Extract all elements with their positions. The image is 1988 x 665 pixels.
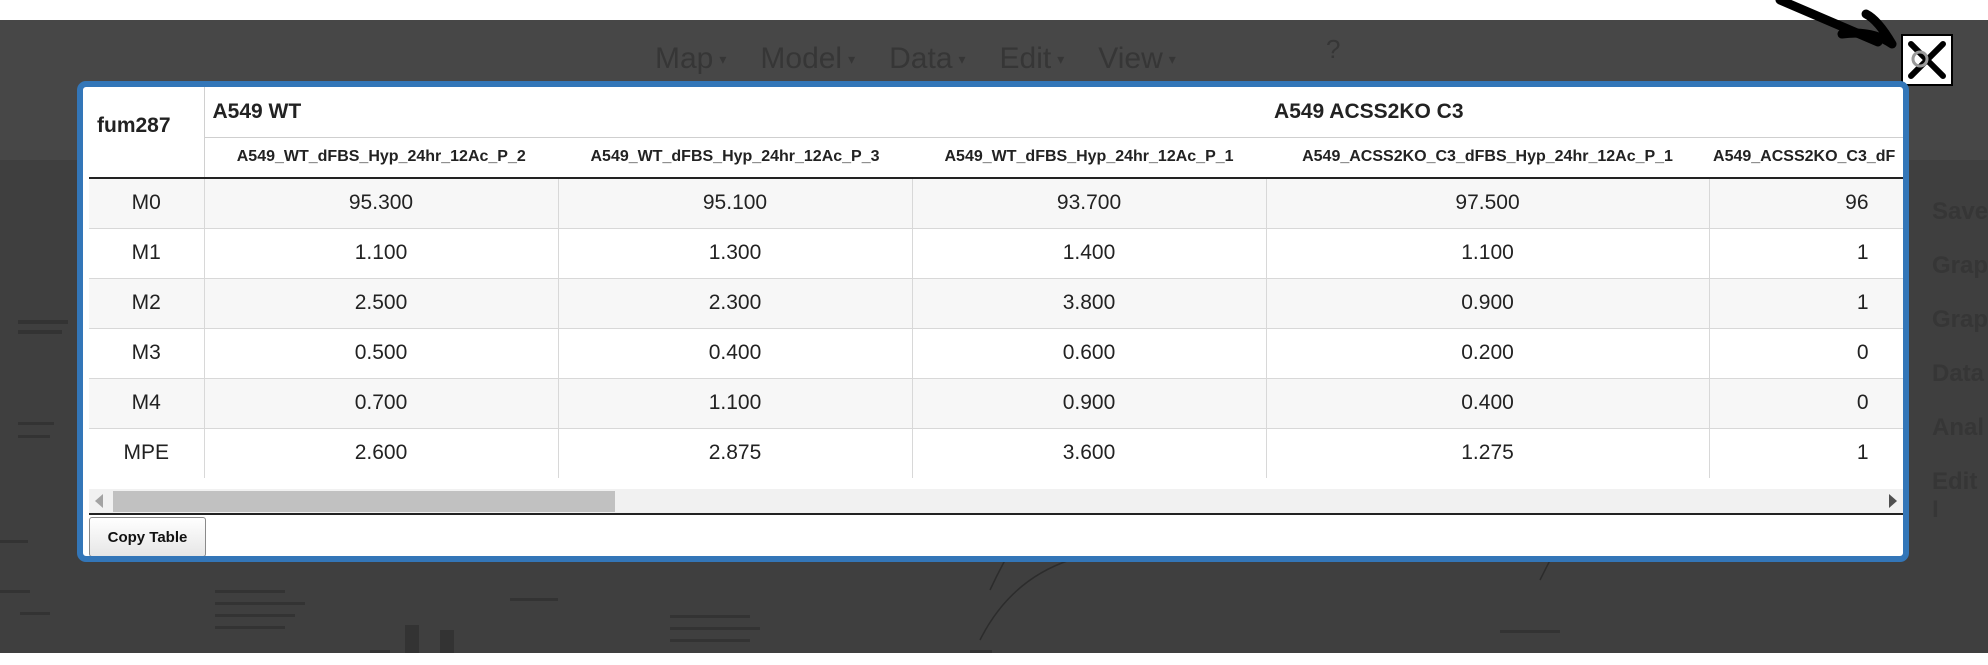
table-cell: 97.500 [1266,178,1710,228]
menu-map: Map ▾ [655,42,727,75]
row-label: M0 [89,178,205,228]
table-cell: 1 [1709,227,1903,278]
table-cell: 1.300 [558,227,913,278]
sample-header: A549_WT_dFBS_Hyp_24hr_12Ac_P_3 [558,137,912,179]
table-cell: 0.600 [912,327,1267,378]
scrollbar-thumb[interactable] [113,491,615,512]
table-cell: 0.900 [1266,277,1710,328]
sample-header: A549_WT_dFBS_Hyp_24hr_12Ac_P_1 [912,137,1267,179]
isotopologue-table: fum287 A549 WT A549 ACSS2KO C3 A549_WT_d… [89,87,1903,478]
table-cell: 1.100 [1266,227,1710,278]
group-header-a549-acss2ko-c3: A549 ACSS2KO C3 [1266,87,1903,138]
table-row: M0 95.300 95.100 93.700 97.500 96 [89,178,1903,228]
menu-model: Model ▾ [760,42,856,75]
side-item-edit: Edit I [1932,468,1978,523]
row-label: M1 [89,227,205,278]
data-table-modal: fum287 A549 WT A549 ACSS2KO C3 A549_WT_d… [77,81,1909,562]
table-cell: 95.100 [558,178,913,228]
horizontal-scrollbar[interactable] [89,489,1903,515]
side-item-graph-1: Grap [1932,252,1988,279]
table-cell: 1 [1709,277,1903,328]
table-cell: 2.300 [558,277,913,328]
table-cell: 0.200 [1266,327,1710,378]
table-row: M1 1.100 1.300 1.400 1.100 1 [89,227,1903,278]
sample-header: A549_WT_dFBS_Hyp_24hr_12Ac_P_2 [204,137,558,179]
table-cell: 2.600 [204,427,559,478]
close-icon [1908,41,1946,79]
scroll-right-arrow-icon[interactable] [1889,494,1897,508]
side-item-graph-2: Grap [1932,306,1988,333]
table-cell: 0.400 [1266,377,1710,428]
group-header-row: fum287 A549 WT A549 ACSS2KO C3 [89,87,1903,179]
table-row: M3 0.500 0.400 0.600 0.200 0 [89,327,1903,378]
group-header-a549-wt: A549 WT [204,87,1267,138]
table-row: MPE 2.600 2.875 3.600 1.275 1 [89,427,1903,478]
table-cell: 0.700 [204,377,559,428]
help-icon: ? [1326,34,1341,64]
close-button[interactable] [1901,34,1953,86]
table-cell: 1.275 [1266,427,1710,478]
row-label: M2 [89,277,205,328]
table-cell: 95.300 [204,178,559,228]
table-cell: 0 [1709,377,1903,428]
copy-table-button[interactable]: Copy Table [89,517,206,556]
table-cell: 1.100 [558,377,913,428]
sample-header: A549_ACSS2KO_C3_dF [1709,137,1903,179]
row-label: MPE [89,427,205,478]
sample-header: A549_ACSS2KO_C3_dFBS_Hyp_24hr_12Ac_P_1 [1266,137,1710,179]
table-cell: 2.500 [204,277,559,328]
table-cell: 2.875 [558,427,913,478]
table-cell: 1 [1709,427,1903,478]
table-scroll-area[interactable]: fum287 A549 WT A549 ACSS2KO C3 A549_WT_d… [89,87,1903,489]
table-row: M2 2.500 2.300 3.800 0.900 1 [89,277,1903,328]
menu-view: View ▾ [1098,42,1176,75]
background-side-menu: Save Grap Grap Data Anal Edit I [1932,198,1988,524]
side-item-save: Save [1932,198,1988,225]
table-cell: 1.400 [912,227,1267,278]
table-cell: 93.700 [912,178,1267,228]
menu-edit: Edit ▾ [999,42,1065,75]
table-cell: 0.400 [558,327,913,378]
table-row: M4 0.700 1.100 0.900 0.400 0 [89,377,1903,428]
table-cell: 0.900 [912,377,1267,428]
corner-label: fum287 [89,87,205,179]
table-cell: 3.800 [912,277,1267,328]
background-menu: Map ▾ Model ▾ Data ▾ Edit ▾ View ▾ [655,42,1176,76]
table-cell: 0 [1709,327,1903,378]
table-cell: 3.600 [912,427,1267,478]
table-cell: 1.100 [204,227,559,278]
arrow-cursor-icon [1775,0,1897,49]
table-cell: 0.500 [204,327,559,378]
row-label: M3 [89,327,205,378]
table-cell: 96 [1709,178,1903,228]
row-label: M4 [89,377,205,428]
side-item-data: Data [1932,360,1985,387]
side-item-analysis: Anal [1932,414,1985,441]
menu-data: Data ▾ [889,42,966,75]
sample-header-row: A549_WT_dFBS_Hyp_24hr_12Ac_P_2 A549_WT_d… [89,137,1903,179]
scroll-left-arrow-icon[interactable] [95,494,103,508]
